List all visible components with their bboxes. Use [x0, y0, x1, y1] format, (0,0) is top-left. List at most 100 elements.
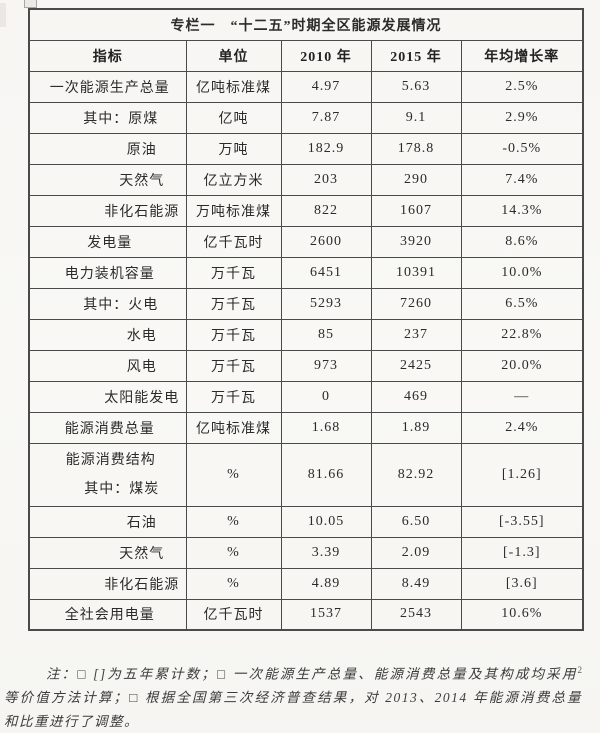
cell-growth: 2.5% — [461, 71, 583, 102]
cell-unit: 亿吨标准煤 — [186, 412, 281, 443]
cell-growth: 2.4% — [461, 412, 583, 443]
cell-2015: 2425 — [371, 350, 461, 381]
table-row: 天然气 % 3.39 2.09 [-1.3] — [29, 537, 583, 568]
cell-unit: 亿吨 — [186, 102, 281, 133]
cell-growth: 10.0% — [461, 257, 583, 288]
cell-indicator: 非化石能源 — [29, 195, 186, 226]
cell-indicator: 非化石能源 — [29, 568, 186, 599]
table-title: 专栏一 “十二五”时期全区能源发展情况 — [29, 9, 583, 40]
cell-indicator: 电力装机容量 — [29, 257, 186, 288]
cell-growth: 7.4% — [461, 164, 583, 195]
cell-2015: 1.89 — [371, 412, 461, 443]
table-row: 其中：火电 万千瓦 5293 7260 6.5% — [29, 288, 583, 319]
cell-2015: 82.92 — [371, 443, 461, 506]
header-growth: 年均增长率 — [461, 40, 583, 71]
table-row: 一次能源生产总量 亿吨标准煤 4.97 5.63 2.5% — [29, 71, 583, 102]
cell-indicator: 天然气 — [29, 537, 186, 568]
cell-unit: 万吨标准煤 — [186, 195, 281, 226]
cell-growth: 6.5% — [461, 288, 583, 319]
cell-unit: 万千瓦 — [186, 319, 281, 350]
header-2015: 2015 年 — [371, 40, 461, 71]
cell-unit: 万千瓦 — [186, 257, 281, 288]
cell-2015: 9.1 — [371, 102, 461, 133]
cell-indicator: 能源消费结构 其中：煤炭 — [29, 443, 186, 506]
table-row: 水电 万千瓦 85 237 22.8% — [29, 319, 583, 350]
cell-indicator: 原油 — [29, 133, 186, 164]
cell-growth: 10.6% — [461, 599, 583, 630]
cell-2010: 822 — [281, 195, 371, 226]
cell-2010: 85 — [281, 319, 371, 350]
indicator-line-1: 能源消费结构 — [32, 446, 184, 475]
cell-2015: 6.50 — [371, 506, 461, 537]
cell-growth: — — [461, 381, 583, 412]
table-row: 非化石能源 万吨标准煤 822 1607 14.3% — [29, 195, 583, 226]
table-row: 非化石能源 % 4.89 8.49 [3.6] — [29, 568, 583, 599]
cell-growth: [-1.3] — [461, 537, 583, 568]
cell-2010: 3.39 — [281, 537, 371, 568]
cell-indicator: 能源消费总量 — [29, 412, 186, 443]
cell-2015: 237 — [371, 319, 461, 350]
cell-2015: 2.09 — [371, 537, 461, 568]
cell-2010: 81.66 — [281, 443, 371, 506]
cell-2015: 8.49 — [371, 568, 461, 599]
cell-indicator: 太阳能发电 — [29, 381, 186, 412]
cell-indicator: 其中：原煤 — [29, 102, 186, 133]
energy-development-table: 专栏一 “十二五”时期全区能源发展情况 指标 单位 2010 年 2015 年 … — [28, 8, 584, 631]
cell-2015: 10391 — [371, 257, 461, 288]
cell-growth: [1.26] — [461, 443, 583, 506]
footnote-superscript-artifact: 2 — [578, 665, 583, 675]
indicator-line-2: 其中：煤炭 — [32, 475, 184, 504]
cell-indicator: 其中：火电 — [29, 288, 186, 319]
table-row: 天然气 亿立方米 203 290 7.4% — [29, 164, 583, 195]
edge-smudge-artifact — [0, 3, 6, 27]
cell-unit: 亿千瓦时 — [186, 226, 281, 257]
cell-unit: 万千瓦 — [186, 381, 281, 412]
cell-unit: % — [186, 506, 281, 537]
cell-2015: 178.8 — [371, 133, 461, 164]
cell-unit: 亿吨标准煤 — [186, 71, 281, 102]
cell-unit: % — [186, 537, 281, 568]
cell-2010: 4.97 — [281, 71, 371, 102]
table-row: 发电量 亿千瓦时 2600 3920 8.6% — [29, 226, 583, 257]
table-row: 原油 万吨 182.9 178.8 -0.5% — [29, 133, 583, 164]
cell-growth: [-3.55] — [461, 506, 583, 537]
cell-2010: 6451 — [281, 257, 371, 288]
table-row-double: 能源消费结构 其中：煤炭 % 81.66 82.92 [1.26] — [29, 443, 583, 506]
cell-2010: 182.9 — [281, 133, 371, 164]
header-indicator: 指标 — [29, 40, 186, 71]
table-row: 其中：原煤 亿吨 7.87 9.1 2.9% — [29, 102, 583, 133]
table-header-row: 指标 单位 2010 年 2015 年 年均增长率 — [29, 40, 583, 71]
cell-indicator: 全社会用电量 — [29, 599, 186, 630]
cell-growth: 14.3% — [461, 195, 583, 226]
cell-2010: 1.68 — [281, 412, 371, 443]
cell-2010: 973 — [281, 350, 371, 381]
cell-unit: 万千瓦 — [186, 350, 281, 381]
cell-2015: 7260 — [371, 288, 461, 319]
cell-2010: 0 — [281, 381, 371, 412]
cell-growth: [3.6] — [461, 568, 583, 599]
cell-growth: 22.8% — [461, 319, 583, 350]
cell-2015: 2543 — [371, 599, 461, 630]
cell-2015: 5.63 — [371, 71, 461, 102]
cell-2010: 203 — [281, 164, 371, 195]
table-row: 全社会用电量 亿千瓦时 1537 2543 10.6% — [29, 599, 583, 630]
cell-2010: 5293 — [281, 288, 371, 319]
cell-2010: 7.87 — [281, 102, 371, 133]
cell-2010: 4.89 — [281, 568, 371, 599]
cell-indicator: 天然气 — [29, 164, 186, 195]
cell-unit: 万吨 — [186, 133, 281, 164]
cell-unit: 亿千瓦时 — [186, 599, 281, 630]
cell-unit: % — [186, 443, 281, 506]
cell-unit: 亿立方米 — [186, 164, 281, 195]
table-handle-artifact — [24, 0, 37, 8]
cell-2010: 10.05 — [281, 506, 371, 537]
cell-indicator: 一次能源生产总量 — [29, 71, 186, 102]
table-footnote: 注：□ []为五年累计数；□ 一次能源生产总量、能源消费总量及其构成均采用2 等… — [4, 659, 582, 733]
cell-2010: 2600 — [281, 226, 371, 257]
header-2010: 2010 年 — [281, 40, 371, 71]
footnote-line-3: 和比重进行了调整。 — [4, 710, 582, 733]
cell-indicator: 石油 — [29, 506, 186, 537]
footnote-line-1: 注：□ []为五年累计数；□ 一次能源生产总量、能源消费总量及其构成均采用2 — [4, 659, 582, 686]
cell-2015: 1607 — [371, 195, 461, 226]
